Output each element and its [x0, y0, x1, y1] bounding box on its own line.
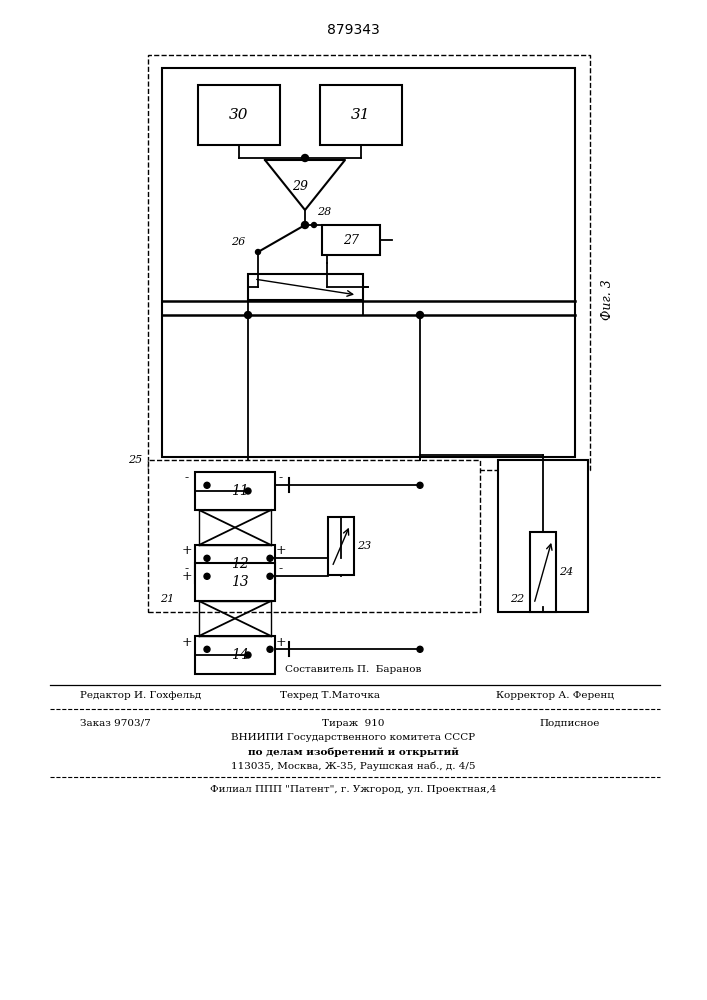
Text: Техред Т.Маточка: Техред Т.Маточка	[280, 690, 380, 700]
Bar	[498, 460, 588, 612]
Text: -: -	[279, 472, 283, 485]
Text: Тираж  910: Тираж 910	[322, 718, 384, 728]
Text: 29: 29	[292, 180, 308, 194]
Text: 14: 14	[231, 648, 249, 662]
Circle shape	[245, 652, 251, 658]
Text: 26: 26	[231, 237, 245, 247]
Text: Редактор И. Гохфельд: Редактор И. Гохфельд	[80, 690, 201, 700]
Circle shape	[204, 482, 210, 488]
Text: по делам изобретений и открытий: по делам изобретений и открытий	[247, 747, 458, 757]
Text: Подписное: Подписное	[540, 718, 600, 728]
Text: +: +	[182, 570, 192, 584]
Text: ВНИИПИ Государственного комитета СССР: ВНИИПИ Государственного комитета СССР	[231, 734, 475, 742]
Circle shape	[245, 312, 252, 318]
Text: +: +	[276, 544, 286, 558]
Bar	[198, 85, 280, 145]
Circle shape	[416, 312, 423, 318]
Circle shape	[204, 573, 210, 579]
Bar	[248, 274, 363, 300]
Text: -: -	[185, 562, 189, 576]
Bar	[148, 55, 590, 470]
Text: Составитель П.  Баранов: Составитель П. Баранов	[285, 666, 421, 674]
Text: 21: 21	[160, 594, 174, 604]
Circle shape	[267, 555, 273, 561]
Text: +: +	[182, 544, 192, 558]
Text: 13: 13	[231, 575, 249, 589]
Bar	[195, 545, 275, 583]
Circle shape	[204, 555, 210, 561]
Text: 12: 12	[231, 557, 249, 571]
Circle shape	[267, 573, 273, 579]
Text: 31: 31	[351, 108, 370, 122]
Text: 11: 11	[231, 484, 249, 498]
Bar	[195, 563, 275, 601]
Text: Филиал ППП "Патент", г. Ужгород, ул. Проектная,4: Филиал ППП "Патент", г. Ужгород, ул. Про…	[210, 784, 496, 794]
Circle shape	[417, 482, 423, 488]
Text: 28: 28	[317, 207, 332, 217]
Circle shape	[417, 646, 423, 652]
Bar	[322, 225, 380, 255]
Circle shape	[245, 488, 251, 494]
Text: 23: 23	[357, 541, 371, 551]
Circle shape	[204, 646, 210, 652]
Circle shape	[312, 223, 317, 228]
Bar	[195, 636, 275, 674]
Bar	[195, 472, 275, 510]
Circle shape	[301, 154, 308, 161]
Text: -: -	[185, 472, 189, 485]
Circle shape	[255, 249, 260, 254]
Text: +: +	[276, 636, 286, 648]
Circle shape	[301, 222, 308, 229]
Bar	[162, 68, 575, 457]
Text: Заказ 9703/7: Заказ 9703/7	[80, 718, 151, 728]
Text: Корректор А. Ференц: Корректор А. Ференц	[496, 690, 614, 700]
Bar	[328, 517, 354, 575]
Text: 113035, Москва, Ж-35, Раушская наб., д. 4/5: 113035, Москва, Ж-35, Раушская наб., д. …	[230, 761, 475, 771]
Text: 24: 24	[559, 567, 573, 577]
Text: 22: 22	[510, 594, 525, 604]
Bar	[320, 85, 402, 145]
Text: 27: 27	[343, 233, 359, 246]
Text: +: +	[182, 636, 192, 648]
Bar	[530, 532, 556, 612]
Text: 879343: 879343	[327, 23, 380, 37]
Circle shape	[267, 646, 273, 652]
Text: 25: 25	[128, 455, 142, 465]
Text: 30: 30	[229, 108, 249, 122]
Bar	[148, 460, 480, 612]
Text: -: -	[279, 562, 283, 576]
Text: Фиг. 3: Фиг. 3	[602, 280, 614, 320]
